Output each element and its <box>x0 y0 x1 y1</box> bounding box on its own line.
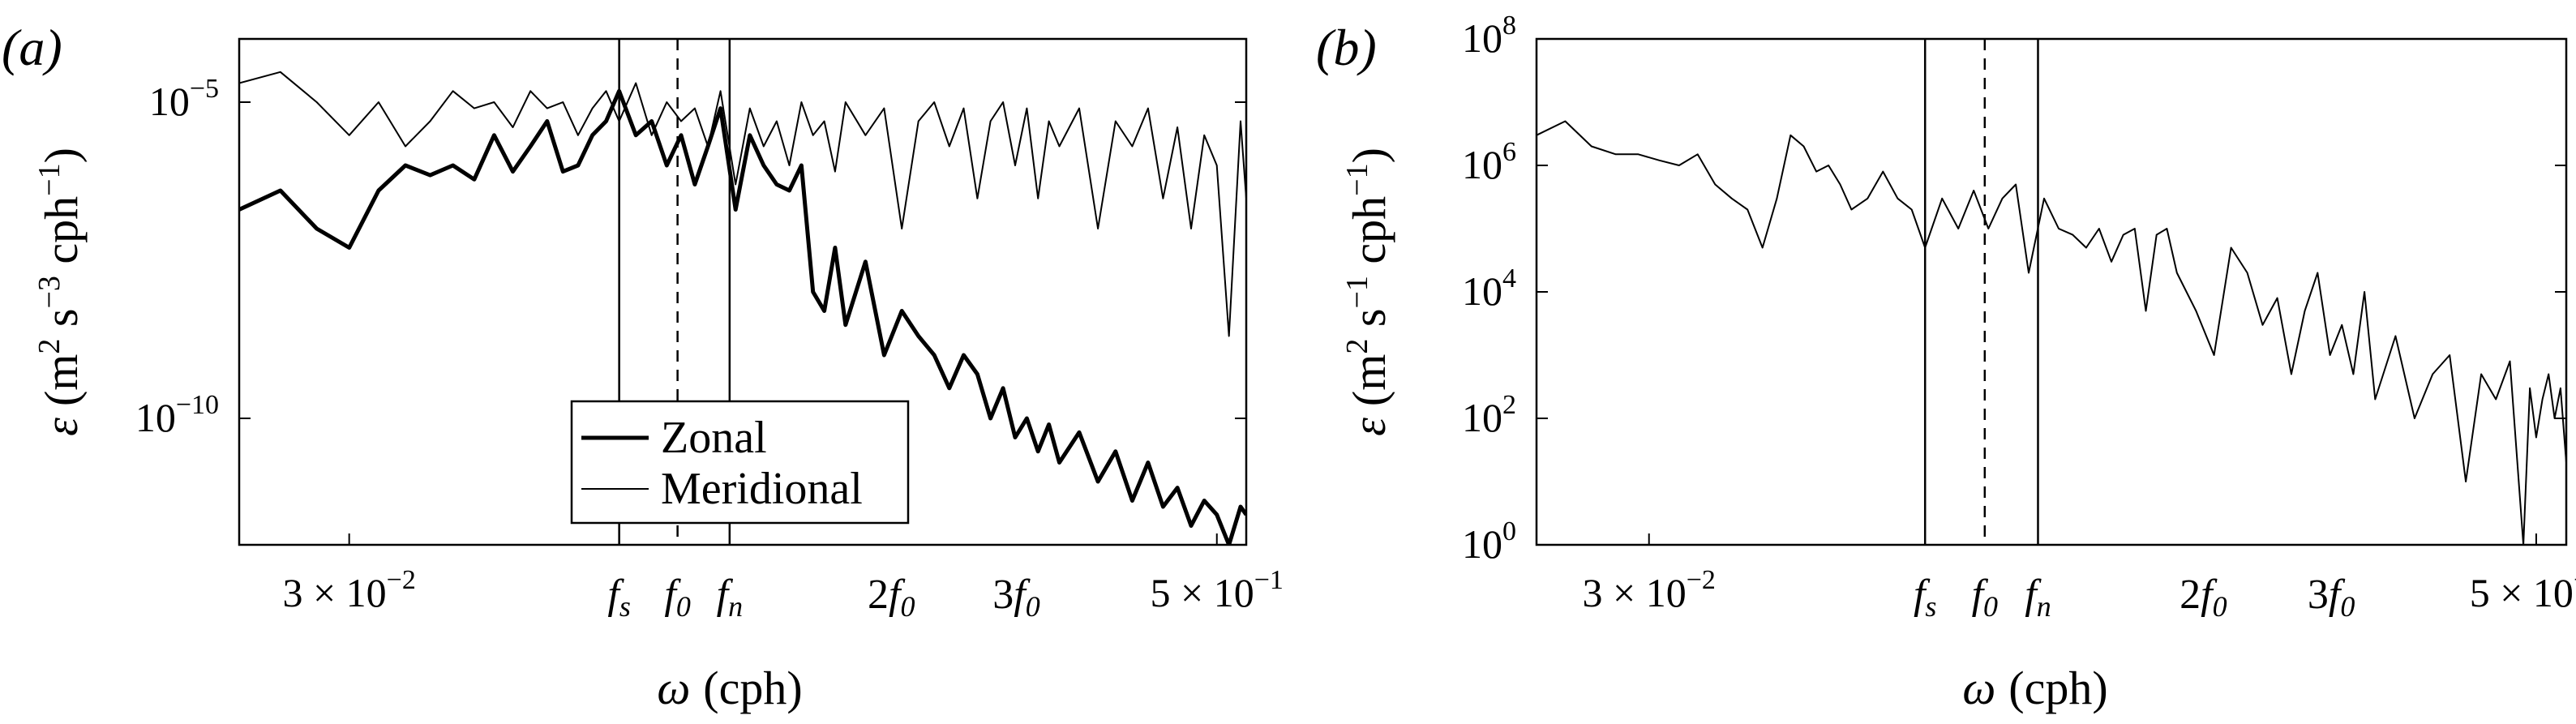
frequency-label-fs: fs <box>607 572 630 623</box>
y-tick-label: 10−5 <box>149 74 219 124</box>
y-axis-title-text: ε(m2 s−1 cph−1) <box>1340 148 1395 436</box>
frequency-lines-b <box>1923 39 2039 545</box>
series-line-b-spectrum <box>1537 120 2566 545</box>
panel-a: (a) ε(m2 s−3 cph−1) ω (cph) 10−5 10−10 3 ×… <box>2 19 1284 714</box>
series-line-a-zonal <box>239 88 1246 545</box>
y-axis-title-a: ε(m2 s−3 cph−1) <box>32 148 88 436</box>
frequency-label-fn: fn <box>717 572 743 623</box>
x-axis-title-b: ω (cph) <box>1962 662 2107 714</box>
x-tick-label: 3 × 10−2 <box>1583 565 1716 615</box>
frequency-label-3f0: 3f0 <box>2308 572 2355 623</box>
plot-frame-b <box>1535 37 2568 546</box>
y-ticks-b: 100 102 104 106 108 <box>1462 11 2566 567</box>
x-tick-label: 5 × 10−1 <box>1151 565 1284 615</box>
frequency-label-f0: f0 <box>1972 572 1998 623</box>
y-tick-label: 102 <box>1462 390 1516 440</box>
series-line-a-meridional <box>239 71 1246 337</box>
frequency-label-fs: fs <box>1914 572 1936 623</box>
x-axis-title-a: ω (cph) <box>657 662 802 714</box>
x-tick-label: 5 × 10−1 <box>2470 565 2576 615</box>
x-tick-label: 3 × 10−2 <box>282 565 415 615</box>
series-group-a <box>239 71 1246 545</box>
frequency-labels-b: fs f0 fn 2f0 3f0 <box>1914 572 2355 623</box>
y-tick-label: 100 <box>1462 516 1516 567</box>
frequency-label-2f0: 2f0 <box>868 572 915 623</box>
frequency-label-f0: f0 <box>664 572 690 623</box>
frequency-label-3f0: 3f0 <box>992 572 1039 623</box>
y-tick-label: 104 <box>1462 263 1516 314</box>
frequency-labels-a: fs f0 fn 2f0 3f0 <box>607 572 1039 623</box>
y-axis-title-b: ε(m2 s−1 cph−1) <box>1340 148 1395 436</box>
x-ticks-a: 3 × 10−2 5 × 10−1 <box>282 533 1284 615</box>
legend-box <box>570 400 910 525</box>
legend-label: Zonal <box>661 413 767 463</box>
legend-label: Meridional <box>661 464 863 514</box>
panel-label-b: (b) <box>1316 19 1377 76</box>
x-axis-title-text: ω (cph) <box>657 662 802 714</box>
y-tick-label: 106 <box>1462 137 1516 187</box>
frequency-label-2f0: 2f0 <box>2180 572 2227 623</box>
panel-b: (b) ε(m2 s−1 cph−1) ω (cph) 1001021041061… <box>1316 11 2576 714</box>
plot-frame-a <box>238 37 1248 546</box>
x-axis-title-text: ω (cph) <box>1962 662 2107 714</box>
y-axis-title-text: ε(m2 s−3 cph−1) <box>32 148 88 436</box>
series-group-b <box>1537 120 2566 545</box>
y-tick-label: 108 <box>1462 11 1516 61</box>
frequency-label-fn: fn <box>2025 572 2051 623</box>
panel-label-a: (a) <box>2 19 62 76</box>
x-ticks-b: 3 × 10−2 5 × 10−1 <box>1583 533 2576 615</box>
y-tick-label: 10−10 <box>135 390 219 440</box>
y-ticks-a: 10−5 10−10 <box>135 74 1246 440</box>
